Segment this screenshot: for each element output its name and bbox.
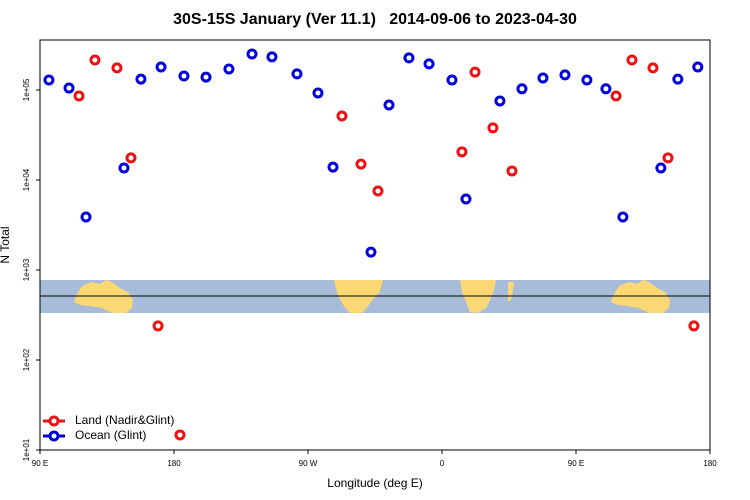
legend-label: Land (Nadir&Glint): [75, 413, 174, 427]
x-axis-label: Longitude (deg E): [327, 476, 422, 490]
point: [365, 246, 377, 258]
point: [63, 82, 75, 94]
point: [456, 146, 468, 158]
point: [125, 152, 137, 164]
y-tick-label: 1e+01: [22, 438, 31, 461]
point: [446, 74, 458, 86]
point: [135, 73, 147, 85]
point: [662, 152, 674, 164]
y-axis-label: N Total: [0, 226, 12, 263]
point: [355, 158, 367, 170]
point: [111, 62, 123, 74]
point: [537, 72, 549, 84]
point: [118, 162, 130, 174]
point: [626, 54, 638, 66]
point: [647, 62, 659, 74]
point: [73, 90, 85, 102]
point: [80, 211, 92, 223]
map-strip: [40, 280, 710, 313]
point: [372, 185, 384, 197]
point: [581, 74, 593, 86]
y-tick-label: 1e+02: [22, 348, 31, 371]
point: [403, 52, 415, 64]
legend-marker: [48, 415, 60, 427]
point: [655, 162, 667, 174]
point: [559, 69, 571, 81]
point: [423, 58, 435, 70]
point: [155, 61, 167, 73]
legend-label: Ocean (Glint): [75, 428, 146, 442]
point: [291, 68, 303, 80]
x-tick-label: 180: [703, 459, 717, 468]
point: [152, 320, 164, 332]
plot-frame: [39, 39, 711, 451]
y-tick-label: 1e+03: [22, 258, 31, 281]
point: [174, 429, 186, 441]
point: [672, 73, 684, 85]
point: [178, 70, 190, 82]
point: [460, 193, 472, 205]
point: [469, 66, 481, 78]
point: [610, 90, 622, 102]
point: [312, 87, 324, 99]
point: [223, 63, 235, 75]
point: [89, 54, 101, 66]
point: [200, 71, 212, 83]
point: [266, 51, 278, 63]
point: [383, 99, 395, 111]
point: [506, 165, 518, 177]
point: [246, 48, 258, 60]
point: [600, 83, 612, 95]
x-tick-label: 90 W: [299, 459, 318, 468]
point: [327, 161, 339, 173]
x-tick-label: 180: [167, 459, 181, 468]
y-tick-label: 1e+05: [22, 78, 31, 101]
point: [516, 83, 528, 95]
point: [43, 74, 55, 86]
legend-marker: [48, 430, 60, 442]
point: [487, 122, 499, 134]
point: [688, 320, 700, 332]
point: [617, 211, 629, 223]
y-tick-label: 1e+04: [22, 168, 31, 191]
x-tick-label: 90 E: [568, 459, 584, 468]
point: [692, 61, 704, 73]
x-tick-label: 90 E: [32, 459, 48, 468]
x-tick-label: 0: [440, 459, 445, 468]
point: [494, 95, 506, 107]
chart-title: 30S-15S January (Ver 11.1) 2014-09-06 to…: [173, 11, 577, 28]
point: [336, 110, 348, 122]
